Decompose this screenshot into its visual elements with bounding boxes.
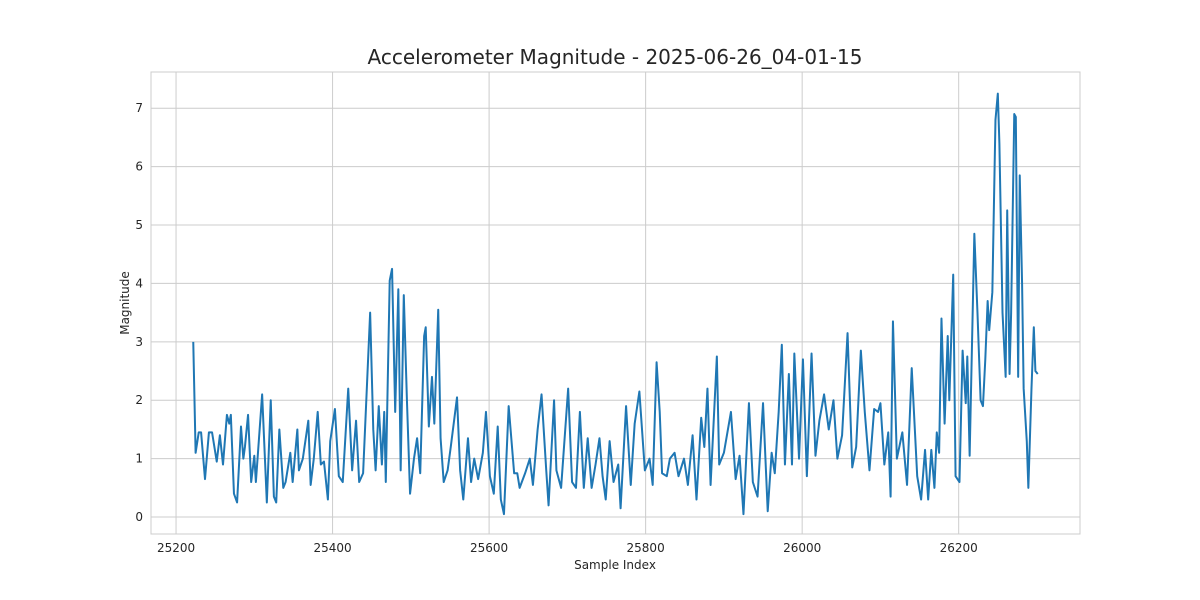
x-tick-label: 26000 <box>783 541 821 555</box>
y-tick-label: 1 <box>135 452 143 466</box>
y-tick-label: 4 <box>135 276 143 290</box>
y-tick-label: 7 <box>135 101 143 115</box>
x-tick-label: 25800 <box>627 541 665 555</box>
y-tick-label: 2 <box>135 393 143 407</box>
x-axis-label: Sample Index <box>574 558 656 572</box>
y-tick-label: 3 <box>135 335 143 349</box>
data-line <box>192 92 1039 516</box>
x-tick-label: 25400 <box>313 541 351 555</box>
y-axis-label: Magnitude <box>118 271 132 335</box>
chart-title: Accelerometer Magnitude - 2025-06-26_04-… <box>368 45 863 69</box>
x-tick-label: 25200 <box>157 541 195 555</box>
y-tick-label: 0 <box>135 510 143 524</box>
x-tick-label: 25600 <box>470 541 508 555</box>
plot-frame <box>150 71 1081 535</box>
y-tick-label: 6 <box>135 160 143 174</box>
y-tick-label: 5 <box>135 218 143 232</box>
x-tick-label: 26200 <box>940 541 978 555</box>
